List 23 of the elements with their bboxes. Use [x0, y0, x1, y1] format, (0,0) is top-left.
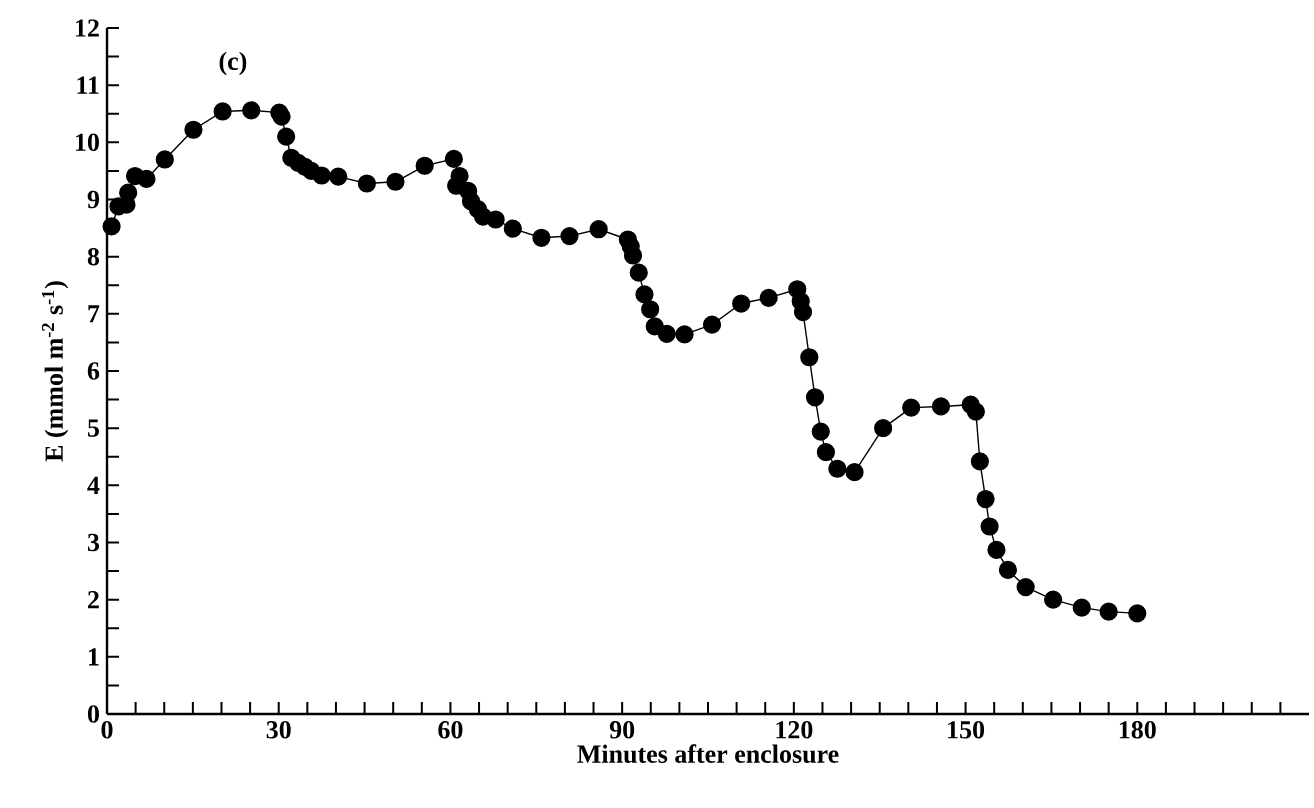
y-tick-label: 10	[76, 133, 99, 152]
y-tick-label: 4	[87, 476, 100, 494]
x-tick-label: 150	[948, 721, 985, 739]
x-axis-title: Minutes after enclosure	[577, 744, 839, 763]
y-tick-label: 6	[87, 362, 100, 380]
x-tick-label: 0	[101, 721, 113, 739]
y-tick-label: 12	[76, 19, 99, 37]
y-tick-label: 2	[88, 591, 99, 609]
y-tick-label: 0	[87, 705, 99, 723]
x-tick-label: 180	[1119, 721, 1156, 739]
y-tick-label: 11	[77, 76, 99, 94]
y-tick-label: 5	[87, 419, 99, 437]
y-tick-label: 8	[87, 247, 100, 266]
x-tick-label: 30	[266, 721, 291, 739]
x-tick-label: 90	[609, 721, 635, 739]
x-tick-label: 60	[438, 721, 463, 739]
y-tick-label: 1	[89, 648, 99, 666]
text: (c)	[219, 51, 247, 76]
y-tick-label: 3	[87, 533, 100, 552]
y-tick-label: 9	[87, 190, 100, 209]
x-tick-label: 120	[776, 721, 813, 739]
y-axis-title: E (mmol m$^{-2}$ s$^{-1}$)	[41, 281, 69, 462]
y-tick-label: 7	[88, 305, 100, 323]
